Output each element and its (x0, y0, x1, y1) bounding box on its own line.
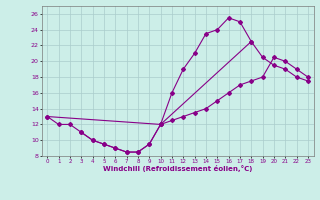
X-axis label: Windchill (Refroidissement éolien,°C): Windchill (Refroidissement éolien,°C) (103, 165, 252, 172)
